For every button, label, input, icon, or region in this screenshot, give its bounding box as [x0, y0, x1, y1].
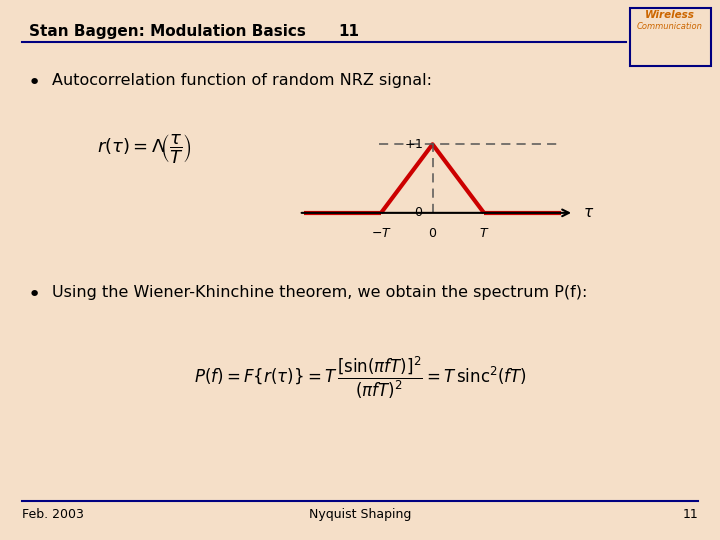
Text: $0$: $0$ — [428, 227, 437, 240]
Text: Communication: Communication — [636, 22, 703, 31]
Text: Using the Wiener-Khinchine theorem, we obtain the spectrum P(f):: Using the Wiener-Khinchine theorem, we o… — [52, 285, 588, 300]
Text: Stan Baggen: Modulation Basics: Stan Baggen: Modulation Basics — [29, 24, 306, 39]
Text: $r(\tau) = \Lambda\!\left(\dfrac{\tau}{T}\right)$: $r(\tau) = \Lambda\!\left(\dfrac{\tau}{T… — [96, 132, 192, 165]
Text: •: • — [27, 285, 40, 305]
Text: $-T$: $-T$ — [371, 227, 392, 240]
Text: $+1$: $+1$ — [404, 138, 423, 151]
Text: Wireless: Wireless — [644, 10, 695, 20]
Text: $\tau$: $\tau$ — [582, 205, 594, 220]
Text: Feb. 2003: Feb. 2003 — [22, 508, 84, 521]
Text: $0$: $0$ — [414, 206, 423, 219]
Text: 11: 11 — [683, 508, 698, 521]
Text: Autocorrelation function of random NRZ signal:: Autocorrelation function of random NRZ s… — [52, 73, 432, 88]
Text: Nyquist Shaping: Nyquist Shaping — [309, 508, 411, 521]
Text: 11: 11 — [338, 24, 359, 39]
Text: $P(f) = F\{r(\tau)\} = T\,\dfrac{\left[\sin(\pi f T)\right]^2}{(\pi f T)^2} = T\: $P(f) = F\{r(\tau)\} = T\,\dfrac{\left[\… — [194, 355, 526, 401]
Text: $T$: $T$ — [479, 227, 489, 240]
Text: •: • — [27, 73, 40, 93]
